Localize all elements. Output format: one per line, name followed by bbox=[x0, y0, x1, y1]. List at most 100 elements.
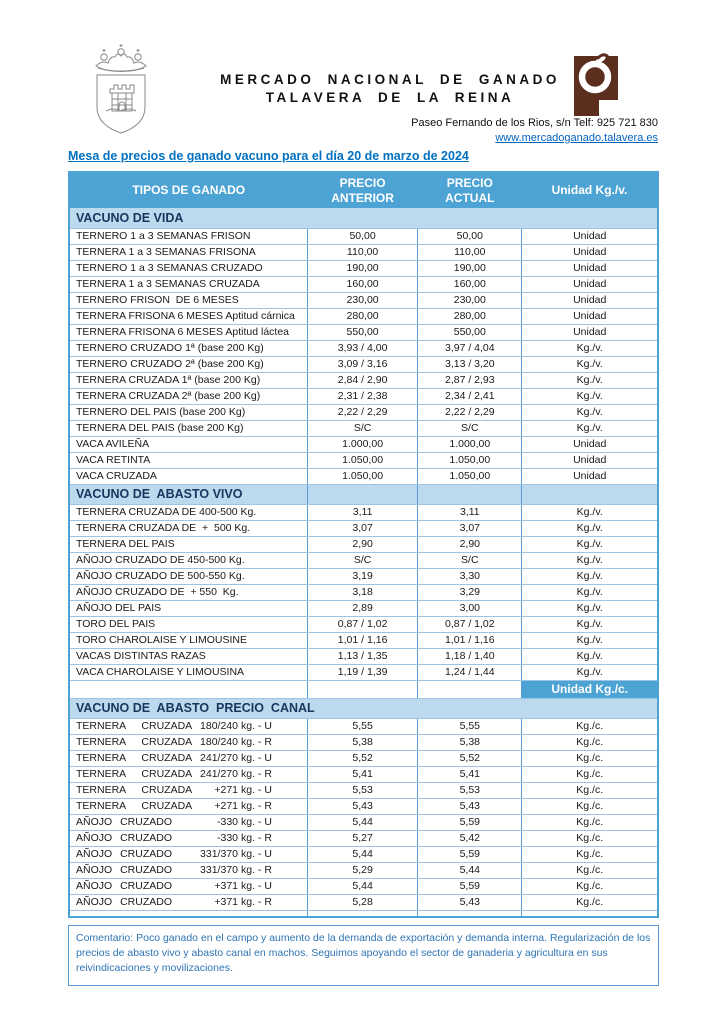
grade-label: kg. - R bbox=[241, 896, 272, 908]
table-row: TERNERA 1 a 3 SEMANAS CRUZADA 160,00 160,0… bbox=[69, 276, 658, 293]
comment-box: Comentario: Poco ganado en el campo y au… bbox=[68, 925, 659, 986]
cell-precio-actual: 160,00 bbox=[417, 276, 522, 293]
cell-precio-actual: 550,00 bbox=[417, 324, 522, 341]
cell-precio-anterior: 5,29 bbox=[307, 862, 418, 879]
cell-precio-anterior: S/C bbox=[307, 420, 418, 437]
cell-unidad: Kg./v. bbox=[521, 388, 658, 405]
table-row: TERNERA FRISONA 6 MESES Aptitud cárnica 2… bbox=[69, 308, 658, 325]
cell-precio-actual: 2,22 / 2,29 bbox=[417, 404, 522, 421]
weight-range: +371 bbox=[214, 896, 238, 908]
animal-name: TERNERA CRUZADA bbox=[76, 752, 193, 764]
cell-precio-anterior: 5,43 bbox=[307, 798, 418, 815]
table-header-row: TIPOS DE GANADO PRECIO ANTERIOR PRECIO A… bbox=[69, 172, 658, 208]
cell-precio-anterior: 190,00 bbox=[307, 260, 418, 277]
cell-precio-anterior: 50,00 bbox=[307, 228, 418, 245]
table-row: AÑOJO CRUZADO 331/370 kg. - U 5,44 5,59 Kg./c… bbox=[69, 846, 658, 863]
grade-label: kg. - U bbox=[241, 784, 272, 796]
cell-precio-anterior: 0,87 / 1,02 bbox=[307, 616, 418, 633]
cell-precio-anterior: S/C bbox=[307, 552, 418, 569]
cell-precio-actual: S/C bbox=[417, 552, 522, 569]
cell-tipo-de-ganado: VACAS DISTINTAS RAZAS bbox=[69, 648, 308, 665]
cell-precio-anterior: 5,38 bbox=[307, 734, 418, 751]
cell-precio-actual: 1.050,00 bbox=[417, 468, 522, 485]
section-title: VACUNO DE ABASTO PRECIO CANAL bbox=[69, 698, 658, 719]
col-header-unidad: Unidad Kg./v. bbox=[521, 172, 658, 208]
grade-label: kg. - R bbox=[241, 736, 272, 748]
cell-unidad: Kg./v. bbox=[521, 568, 658, 585]
animal-name: TERNERA CRUZADA bbox=[76, 768, 193, 780]
table-row: VACAS DISTINTAS RAZAS 1,13 / 1,35 1,18 / 1… bbox=[69, 648, 658, 665]
second-unit-header: Unidad Kg./c. bbox=[521, 680, 658, 699]
cell-tipo-de-ganado: AÑOJO CRUZADO -330 kg. - R bbox=[69, 830, 308, 847]
page-title: Mesa de precios de ganado vacuno para el… bbox=[68, 149, 469, 163]
weight-range: +271 bbox=[214, 800, 238, 812]
section-title: VACUNO DE VIDA bbox=[69, 208, 658, 229]
cell-tipo-de-ganado: TERNERO DEL PAIS (base 200 Kg) bbox=[69, 404, 308, 421]
cell-unidad: Kg./v. bbox=[521, 632, 658, 649]
cell-empty bbox=[521, 484, 658, 505]
cell-unidad: Unidad bbox=[521, 308, 658, 325]
cell-precio-actual: 3,30 bbox=[417, 568, 522, 585]
table-row: AÑOJO CRUZADO DE + 550 Kg. 3,18 3,29 Kg./v. bbox=[69, 584, 658, 601]
cell-precio-anterior: 2,22 / 2,29 bbox=[307, 404, 418, 421]
grade-label: kg. - R bbox=[241, 768, 272, 780]
cell-precio-actual: 2,90 bbox=[417, 536, 522, 553]
website-link[interactable]: www.mercadoganado.talavera.es bbox=[495, 132, 658, 144]
cell-precio-anterior: 5,27 bbox=[307, 830, 418, 847]
cell-precio-actual: 1,01 / 1,16 bbox=[417, 632, 522, 649]
cell-precio-anterior: 2,31 / 2,38 bbox=[307, 388, 418, 405]
website-line: www.mercadoganado.talavera.es bbox=[495, 132, 658, 144]
cell-precio-actual: 5,43 bbox=[417, 894, 522, 911]
cell-precio-actual: 1,18 / 1,40 bbox=[417, 648, 522, 665]
cell-precio-actual: 3,13 / 3,20 bbox=[417, 356, 522, 373]
cell-unidad: Kg./v. bbox=[521, 552, 658, 569]
cell-tipo-de-ganado: TERNERA CRUZADA 241/270 kg. - U bbox=[69, 750, 308, 767]
cell-precio-actual: 3,07 bbox=[417, 520, 522, 537]
cell-empty bbox=[417, 484, 522, 505]
cell-empty bbox=[69, 680, 308, 699]
weight-range: 331/370 bbox=[200, 864, 238, 876]
cell-unidad: Kg./c. bbox=[521, 766, 658, 783]
cell-precio-actual: S/C bbox=[417, 420, 522, 437]
cell-tipo-de-ganado: TERNERA CRUZADA DE + 500 Kg. bbox=[69, 520, 308, 537]
cell-empty bbox=[69, 910, 308, 918]
table-row: TORO CHAROLAISE Y LIMOUSINE 1,01 / 1,16 1,… bbox=[69, 632, 658, 649]
cell-unidad: Kg./v. bbox=[521, 356, 658, 373]
cell-precio-anterior: 1,13 / 1,35 bbox=[307, 648, 418, 665]
animal-name: TERNERA CRUZADA bbox=[76, 800, 193, 812]
cell-unidad: Kg./c. bbox=[521, 750, 658, 767]
section-title: VACUNO DE ABASTO VIVO bbox=[69, 484, 308, 505]
animal-name: AÑOJO CRUZADO bbox=[76, 832, 173, 844]
cell-empty bbox=[307, 484, 418, 505]
cell-tipo-de-ganado: AÑOJO CRUZADO +371 kg. - U bbox=[69, 878, 308, 895]
cell-tipo-de-ganado: TERNERA FRISONA 6 MESES Aptitud cárnica bbox=[69, 308, 308, 325]
table-row: TERNERA FRISONA 6 MESES Aptitud láctea 55… bbox=[69, 324, 658, 341]
cell-precio-actual: 5,38 bbox=[417, 734, 522, 751]
animal-name: AÑOJO CRUZADO bbox=[76, 848, 173, 860]
cell-precio-anterior: 5,53 bbox=[307, 782, 418, 799]
cell-tipo-de-ganado: TERNERA CRUZADA 2ª (base 200 Kg) bbox=[69, 388, 308, 405]
cell-precio-anterior: 1.000,00 bbox=[307, 436, 418, 453]
cell-tipo-de-ganado: TERNERA CRUZADA +271 kg. - R bbox=[69, 798, 308, 815]
cell-tipo-de-ganado: TERNERA CRUZADA 180/240 kg. - U bbox=[69, 718, 308, 735]
cell-tipo-de-ganado: TERNERA FRISONA 6 MESES Aptitud láctea bbox=[69, 324, 308, 341]
cell-unidad: Unidad bbox=[521, 468, 658, 485]
spacer-row bbox=[69, 910, 658, 918]
cell-precio-anterior: 5,28 bbox=[307, 894, 418, 911]
table-row: TERNERA CRUZADA +271 kg. - R 5,43 5,43 Kg./c. bbox=[69, 798, 658, 815]
cell-tipo-de-ganado: AÑOJO CRUZADO DE 500-550 Kg. bbox=[69, 568, 308, 585]
col-header-tipos: TIPOS DE GANADO bbox=[69, 172, 308, 208]
cell-unidad: Unidad bbox=[521, 276, 658, 293]
cell-precio-anterior: 230,00 bbox=[307, 292, 418, 309]
cell-tipo-de-ganado: AÑOJO CRUZADO 331/370 kg. - U bbox=[69, 846, 308, 863]
cell-precio-actual: 2,34 / 2,41 bbox=[417, 388, 522, 405]
animal-name: AÑOJO CRUZADO bbox=[76, 864, 173, 876]
weight-range: 180/240 bbox=[200, 720, 238, 732]
cell-tipo-de-ganado: TERNERA CRUZADA +271 kg. - U bbox=[69, 782, 308, 799]
animal-name: AÑOJO CRUZADO bbox=[76, 880, 173, 892]
cell-precio-actual: 1.000,00 bbox=[417, 436, 522, 453]
table-row: VACA RETINTA 1.050,00 1.050,00 Unidad bbox=[69, 452, 658, 469]
cell-precio-anterior: 1,19 / 1,39 bbox=[307, 664, 418, 681]
cell-unidad: Kg./c. bbox=[521, 798, 658, 815]
cell-unidad: Kg./v. bbox=[521, 404, 658, 421]
